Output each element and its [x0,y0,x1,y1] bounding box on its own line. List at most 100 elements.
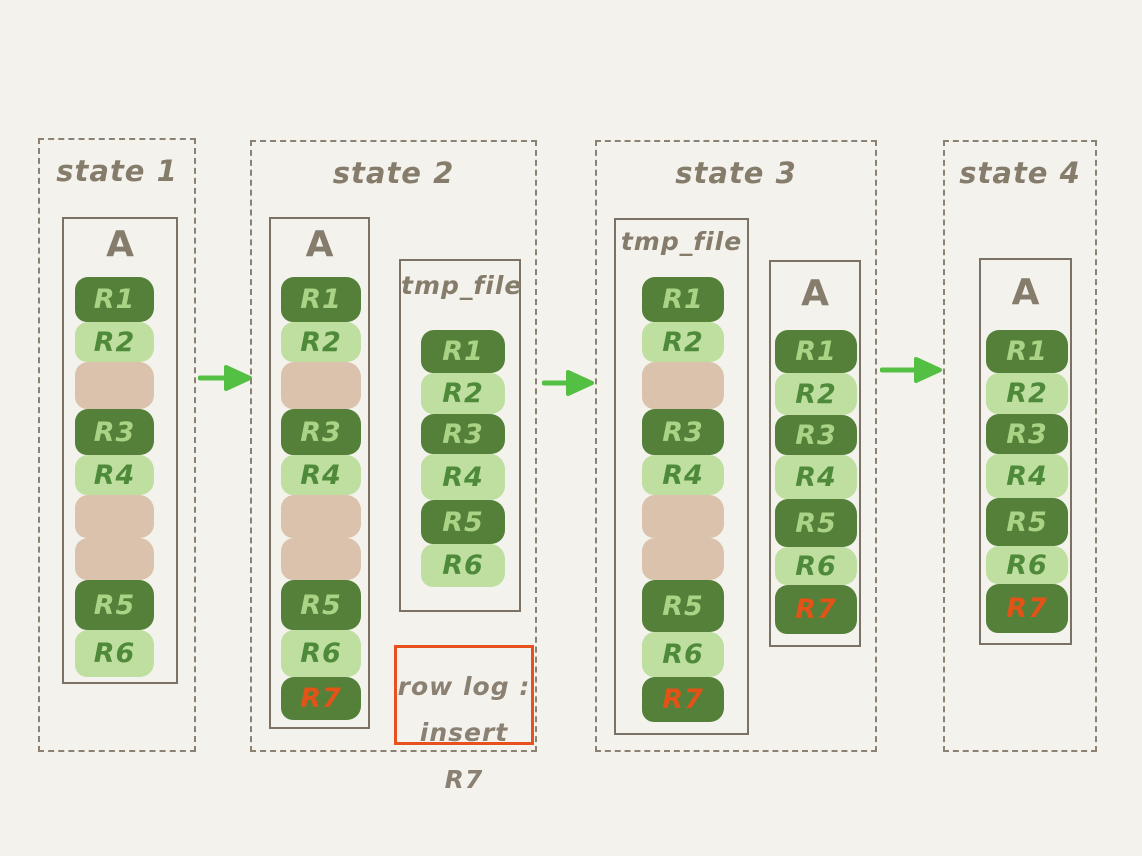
row-R2: R2 [775,373,857,415]
row-R5: R5 [642,580,724,632]
row-R1: R1 [775,330,857,373]
row-label: R5 [662,590,704,622]
row-label: R1 [93,284,136,315]
state-2-tmp-file-box: tmp_file R1 R2 R3 R4 R5 R6 [399,259,521,612]
row-label: R3 [1006,418,1048,450]
row-R4: R4 [986,454,1068,498]
row-R6: R6 [642,632,724,677]
row-label: R5 [795,507,837,539]
row-label: R3 [662,416,704,448]
row-label: R2 [300,326,342,358]
row-R5: R5 [75,580,154,630]
row-R7: R7 [775,585,857,634]
row-R4: R4 [281,455,361,495]
state-2-title: state 2 [332,156,455,190]
row-log-note: row log : insert R7 [394,645,534,794]
free-space-row [642,538,724,580]
row-R1: R1 [75,277,154,322]
row-R7: R7 [642,677,724,722]
row-label: R3 [795,419,837,451]
row-label: R2 [93,326,136,358]
state-3-tmp-file-box: tmp_file R1 R2 R3 R4 R5 R6 R7 [614,218,749,735]
row-R1: R1 [642,277,724,322]
row-label: R5 [93,589,136,621]
row-label: R1 [442,336,484,367]
row-label: R4 [93,459,136,491]
state-2-frame: state 2 A R1 R2 R3 R4 R5 R6 R7 tmp_file R1 R2 R3… [250,140,537,794]
row-label: R3 [442,418,484,450]
row-label: R4 [1006,460,1048,492]
file-a-label: A [106,224,134,265]
row-R5: R5 [421,500,505,544]
row-R3: R3 [775,415,857,455]
row-label: R1 [300,284,342,315]
state-2-file-a-box: A R1 R2 R3 R4 R5 R6 R7 [269,217,370,729]
state-4-file-a-box: A R1 R2 R3 R4 R5 R6 R7 [979,258,1072,645]
row-label: R7 [300,683,342,714]
row-label: R4 [662,459,704,491]
row-label: R3 [300,416,342,448]
row-R5: R5 [775,499,857,547]
state-3-frame: state 3 tmp_file R1 R2 R3 R4 R5 R6 R7 A R1 R2 R3… [595,140,877,752]
row-log-line-1: row log : [397,672,531,701]
row-R7: R7 [281,677,361,720]
file-a-rows: R1 R2 R3 R4 R5 R6 R7 [986,330,1068,633]
row-R3: R3 [642,409,724,455]
row-R3: R3 [421,414,505,454]
row-R3: R3 [986,414,1068,454]
row-label: R2 [1006,378,1048,409]
free-space-row [281,495,361,538]
row-R5: R5 [986,498,1068,546]
row-R5: R5 [281,580,361,630]
row-R3: R3 [281,409,361,455]
row-label: R6 [300,638,342,669]
row-label: R1 [1006,336,1048,367]
arrow-right-icon [197,364,252,396]
row-R7: R7 [986,584,1068,633]
file-a-label: A [305,224,334,265]
row-label: R6 [795,550,837,582]
row-R2: R2 [986,373,1068,414]
tmp-file-rows: R1 R2 R3 R4 R5 R6 R7 [642,277,724,722]
row-R6: R6 [775,547,857,585]
state-4-frame: state 4 A R1 R2 R3 R4 R5 R6 R7 [943,140,1097,752]
file-a-label: A [801,273,829,314]
row-R4: R4 [642,455,724,495]
row-label: R6 [662,639,704,670]
file-a-rows: R1 R2 R3 R4 R5 R6 R7 [281,277,361,720]
row-R2: R2 [281,322,361,362]
free-space-row [642,495,724,538]
row-label: R2 [662,326,704,358]
row-R1: R1 [986,330,1068,373]
row-label: R7 [795,594,837,625]
row-R4: R4 [775,455,857,499]
tmp-file-rows: R1 R2 R3 R4 R5 R6 [421,330,505,587]
state-3-title: state 3 [675,156,797,190]
row-label: R5 [442,506,484,538]
row-R4: R4 [75,455,154,495]
tmp-file-label: tmp_file [620,227,743,256]
tmp-file-label: tmp_file [401,271,523,300]
free-space-row [281,362,361,409]
row-R1: R1 [281,277,361,322]
arrow-right-icon [541,369,594,401]
free-space-row [75,538,154,580]
row-label: R4 [442,461,484,493]
row-label: R4 [795,461,837,493]
row-R2: R2 [75,322,154,362]
row-R6: R6 [75,630,154,677]
free-space-row [75,495,154,538]
state-1-file-a-box: A R1 R2 R3 R4 R5 R6 [62,217,178,684]
row-label: R7 [1006,593,1048,624]
file-a-label: A [1011,272,1040,313]
row-label: R6 [93,638,136,669]
free-space-row [281,538,361,580]
row-label: R4 [300,459,342,491]
row-R4: R4 [421,454,505,500]
free-space-row [75,362,154,409]
row-R1: R1 [421,330,505,373]
row-R6: R6 [281,630,361,677]
row-label: R1 [795,336,837,367]
arrow-right-icon [879,356,942,388]
